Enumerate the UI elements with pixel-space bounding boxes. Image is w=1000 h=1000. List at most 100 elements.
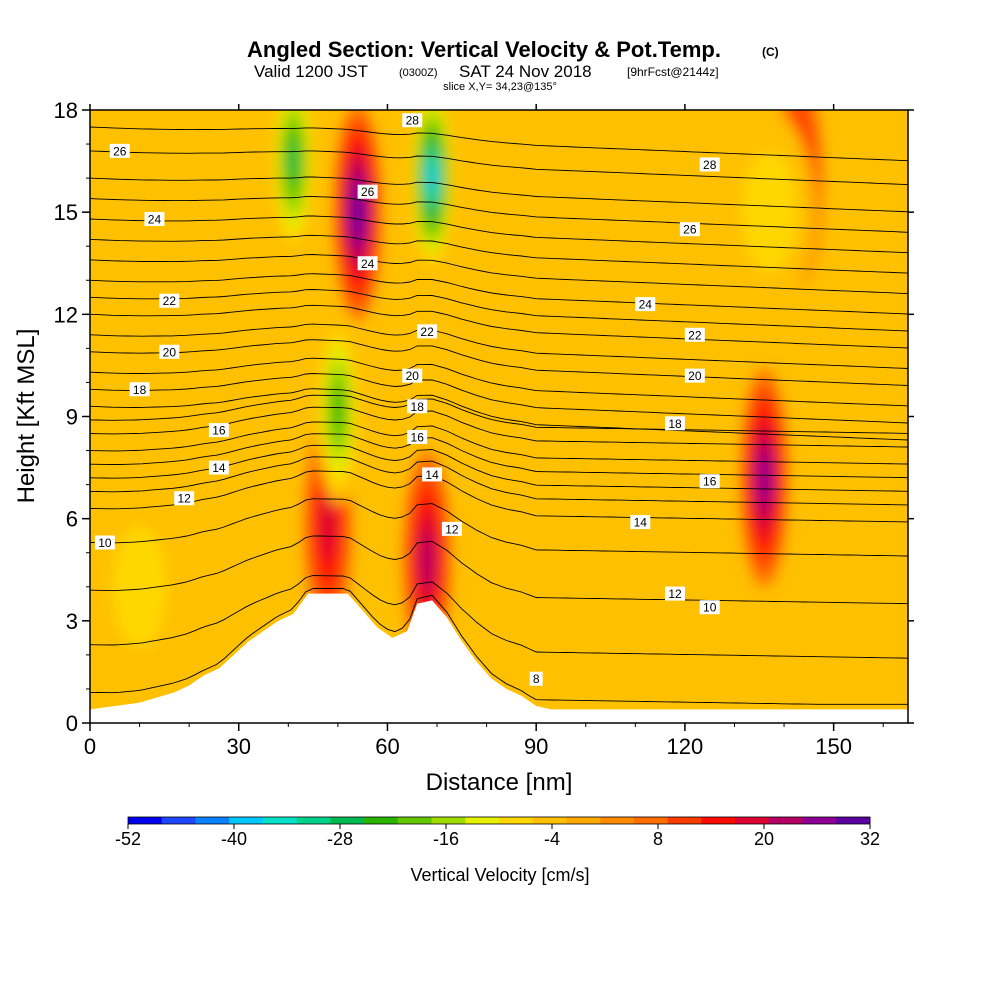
- theta-contour-19: [90, 254, 908, 295]
- contour-label-bg: [529, 671, 543, 686]
- colorbar-swatch: [330, 817, 365, 824]
- contour-label-text: 16: [411, 430, 425, 444]
- x-tick-label: 30: [226, 734, 250, 759]
- y-tick-label: 3: [66, 609, 78, 634]
- contour-label-bg: [441, 521, 462, 536]
- theta-contour-21: [90, 215, 908, 254]
- colorbar-tick-label: 20: [754, 829, 774, 849]
- contour-label-26: 12: [664, 586, 685, 601]
- colorbar-tick-label: 8: [653, 829, 663, 849]
- y-tick-label: 15: [54, 200, 78, 225]
- contour-label-text: 26: [683, 223, 697, 237]
- contour-label-bg: [208, 460, 229, 475]
- velocity-cell-5-6: [288, 142, 298, 181]
- theta-contour-24: [90, 150, 908, 186]
- contour-label-16: 14: [422, 467, 443, 482]
- colorbar-swatch: [667, 817, 702, 824]
- contour-label-bg: [664, 416, 685, 431]
- contour-label-text: 12: [668, 587, 682, 601]
- colorbar-swatch: [465, 817, 500, 824]
- contour-label-bg: [174, 491, 195, 506]
- contour-label-text: 8: [533, 672, 540, 686]
- contour-label-text: 20: [163, 345, 177, 359]
- colorbar-frame: [127, 816, 871, 825]
- contour-label-bg: [684, 368, 705, 383]
- chart-title: Angled Section: Vertical Velocity & Pot.…: [247, 37, 721, 62]
- velocity-cell-3-5: [758, 452, 770, 503]
- theta-contour-7: [90, 433, 908, 479]
- contour-label-14: 18: [407, 399, 428, 414]
- theta-contour-25: [90, 126, 908, 162]
- colorbar-swatch: [499, 817, 534, 824]
- theta-contour-4: [90, 470, 908, 523]
- contour-label-25: 14: [630, 515, 651, 530]
- contour-label-bg: [679, 222, 700, 237]
- contour-label-8: 10: [94, 535, 115, 550]
- colorbar-swatch: [532, 817, 567, 824]
- colorbar-swatch: [701, 817, 736, 824]
- y-tick-label: 6: [66, 507, 78, 532]
- colorbar-swatch: [633, 817, 669, 824]
- contour-label-11: 24: [357, 256, 378, 271]
- contour-label-text: 24: [148, 212, 162, 226]
- contour-label-9: 28: [402, 113, 423, 128]
- theta-contour-10: [90, 394, 908, 434]
- theta-contour-12: [90, 373, 908, 424]
- y-tick-label: 9: [66, 405, 78, 430]
- contour-label-4: 18: [129, 382, 150, 397]
- contour-label-text: 28: [703, 158, 717, 172]
- contour-label-5: 16: [208, 423, 229, 438]
- contour-label-text: 22: [163, 294, 177, 308]
- velocity-cell-7-5: [332, 387, 343, 432]
- contour-label-bg: [129, 382, 150, 397]
- theta-contour-3: [90, 498, 908, 557]
- contour-label-28: 8: [529, 671, 543, 686]
- contour-label-text: 14: [212, 461, 226, 475]
- plot-field: 26 24 22 20 18 16 14 12 10 28 26 24 22 20 18 16 14 12 28 26…: [90, 110, 908, 723]
- theta-contour-13: [90, 357, 908, 407]
- contour-label-text: 18: [668, 417, 682, 431]
- colorbar-ticks: -52 -40 -28 -16 -4 8 20 32: [115, 824, 880, 849]
- contour-label-10: 26: [357, 184, 378, 199]
- y-tick-label: 12: [54, 302, 78, 327]
- contour-label-text: 16: [703, 475, 717, 489]
- velocity-cell-2-4: [420, 529, 434, 590]
- title-mark: (C): [762, 45, 779, 59]
- contour-label-text: 12: [445, 522, 459, 536]
- velocity-cell-8-1: [742, 150, 797, 274]
- subtitle-forecast: [9hrFcst@2144z]: [627, 65, 719, 79]
- theta-contour-2: [90, 535, 908, 605]
- colorbar-swatch: [836, 817, 871, 824]
- y-tick-label: 0: [66, 711, 78, 736]
- x-tick-label: 0: [84, 734, 96, 759]
- contour-label-7: 12: [174, 491, 195, 506]
- terrain-mask: [90, 593, 908, 723]
- contour-label-bg: [684, 327, 705, 342]
- theta-contour-14: [90, 339, 908, 386]
- contour-label-text: 26: [113, 144, 127, 158]
- contour-label-3: 20: [159, 344, 180, 359]
- colorbar-swatch: [296, 817, 331, 824]
- contour-label-bg: [402, 368, 423, 383]
- contour-label-bg: [664, 586, 685, 601]
- velocity-cell-9-1: [112, 525, 167, 648]
- contour-label-text: 24: [639, 298, 653, 312]
- contour-label-text: 16: [212, 424, 226, 438]
- colorbar-swatch: [397, 817, 433, 824]
- contour-label-bg: [94, 535, 115, 550]
- contour-label-bg: [109, 143, 130, 158]
- y-axis-ticks: 0 3 6 9 12 15 18: [54, 98, 914, 736]
- contour-label-bg: [699, 474, 720, 489]
- contour-label-text: 22: [688, 328, 702, 342]
- colorbar-swatch: [768, 817, 804, 824]
- contour-label-bg: [402, 113, 423, 128]
- y-axis-label: Height [Kft MSL]: [13, 329, 40, 504]
- contour-label-bg: [417, 324, 438, 339]
- theta-contours: [90, 126, 908, 705]
- velocity-cell-0-3: [320, 489, 336, 562]
- theta-contour-22: [90, 196, 908, 233]
- contour-label-text: 14: [634, 516, 648, 530]
- contour-label-bg: [159, 293, 180, 308]
- theta-contour-18: [90, 273, 908, 315]
